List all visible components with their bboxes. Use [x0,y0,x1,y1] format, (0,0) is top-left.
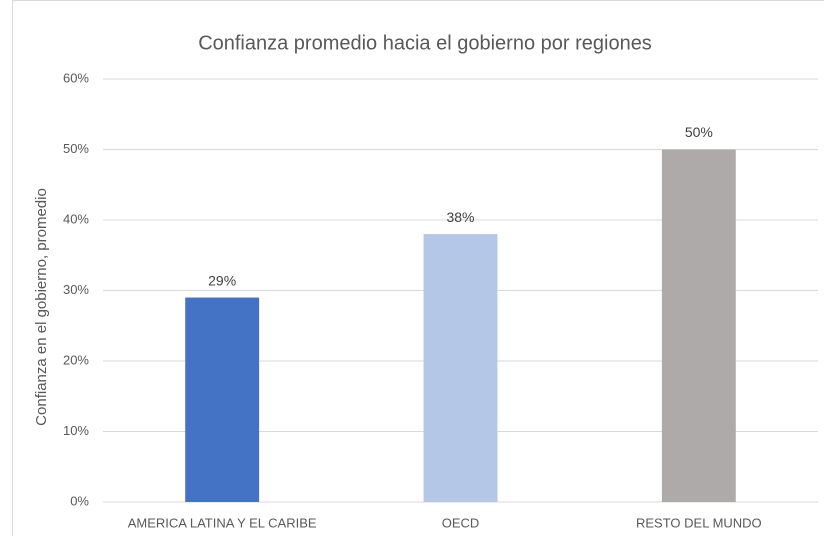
data-label: 29% [208,272,236,288]
x-tick-label: OECD [442,515,480,530]
chart-title: Confianza promedio hacia el gobierno por… [198,32,652,54]
y-tick-label: 30% [63,282,89,297]
y-tick-label: 60% [63,70,89,85]
chart-border [12,0,824,536]
bar [661,149,736,502]
data-label: 38% [446,209,474,225]
y-axis-label: Confianza en el gobierno, promedio [33,188,50,426]
x-tick-label: AMERICA LATINA Y EL CARIBE [128,515,317,530]
y-tick-label: 40% [63,211,89,226]
bar [423,234,498,502]
y-tick-label: 10% [63,423,89,438]
bar [185,297,260,502]
y-tick-label: 0% [70,493,89,508]
y-tick-label: 20% [63,352,89,367]
x-tick-label: RESTO DEL MUNDO [636,515,762,530]
data-label: 50% [685,124,713,140]
y-tick-label: 50% [63,141,89,156]
